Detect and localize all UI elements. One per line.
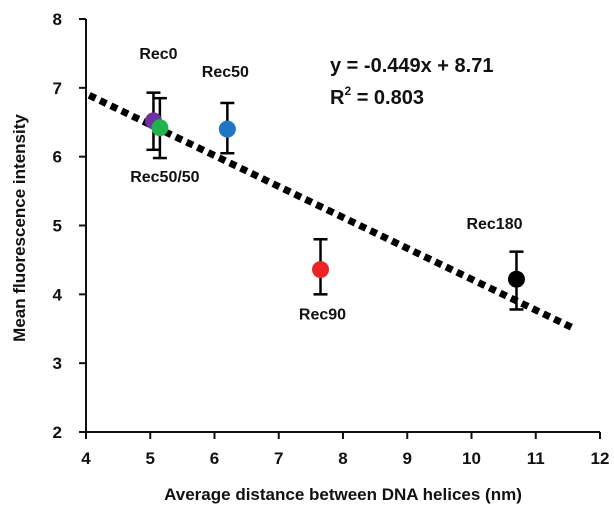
x-tick-label: 12 — [591, 449, 610, 468]
x-tick-label: 8 — [338, 449, 347, 468]
x-tick-label: 7 — [274, 449, 283, 468]
point-label: Rec50/50 — [130, 169, 199, 186]
x-tick-label: 10 — [462, 449, 481, 468]
x-tick-label: 5 — [146, 449, 155, 468]
data-point — [507, 270, 525, 288]
r-squared-value: = 0.803 — [351, 87, 424, 109]
point-label: Rec90 — [299, 307, 346, 324]
points-layer: Rec0 Rec50/50 Rec50 Rec90 Rec180 — [130, 46, 525, 324]
data-point — [312, 261, 330, 279]
y-tick-label: 3 — [53, 354, 62, 373]
x-tick-label: 4 — [81, 449, 91, 468]
data-point — [151, 119, 169, 137]
y-axis-title: Mean fluorescence intensity — [10, 114, 29, 342]
x-tick-label: 6 — [210, 449, 219, 468]
y-tick-label: 7 — [53, 79, 62, 98]
y-tick-label: 4 — [53, 285, 63, 304]
trendline — [87, 92, 576, 332]
point-label: Rec50 — [202, 64, 249, 81]
r-squared-prefix: R — [330, 87, 345, 109]
r-squared-label: R2 = 0.803 — [330, 84, 424, 109]
y-tick-label: 8 — [53, 10, 62, 29]
point-label: Rec180 — [466, 216, 522, 233]
trendline-layer — [87, 92, 576, 332]
axes: 4 5 6 7 8 9 10 11 12 2 3 4 5 6 7 8 — [53, 10, 610, 468]
x-tick-label: 9 — [403, 449, 412, 468]
x-axis-title: Average distance between DNA helices (nm… — [164, 485, 522, 504]
equation-label: y = -0.449x + 8.71 — [330, 55, 493, 77]
y-tick-label: 5 — [53, 217, 62, 236]
x-tick-label: 11 — [527, 449, 545, 468]
y-tick-label: 2 — [53, 423, 62, 442]
point-label: Rec0 — [139, 46, 177, 63]
y-tick-label: 6 — [53, 148, 62, 167]
data-point — [218, 120, 236, 138]
r-squared-superscript: 2 — [344, 84, 351, 98]
